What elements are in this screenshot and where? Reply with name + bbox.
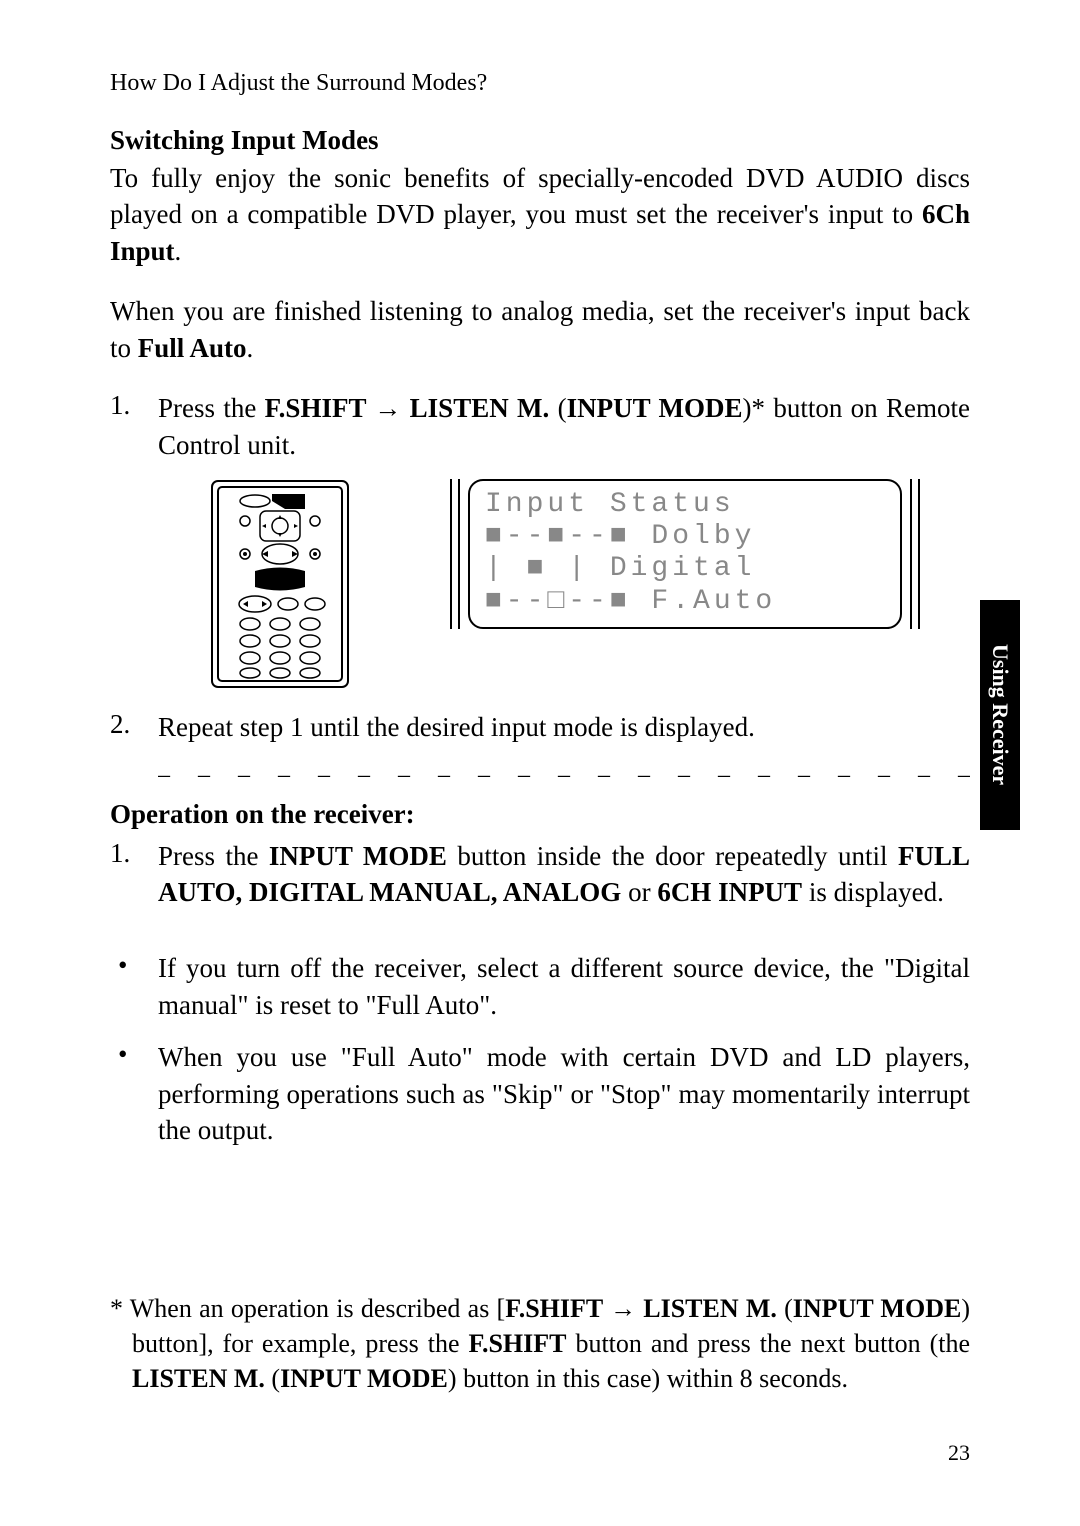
- para2: When you are finished listening to analo…: [110, 293, 970, 366]
- op-t3: or: [621, 877, 657, 907]
- fn-t2: (: [777, 1294, 793, 1323]
- operation-heading: Operation on the receiver:: [110, 799, 970, 830]
- operation-step-1: 1. Press the INPUT MODE button inside th…: [110, 838, 970, 911]
- fn-t5: (: [265, 1364, 280, 1393]
- bullet-1: • If you turn off the receiver, select a…: [110, 950, 970, 1023]
- fn-b4: F.SHIFT: [468, 1329, 566, 1358]
- step1-t1: Press the: [158, 393, 265, 423]
- footnote: * When an operation is described as [F.S…: [110, 1291, 970, 1396]
- op-t2: button inside the door repeatedly until: [447, 841, 898, 871]
- para2-bold: Full Auto: [138, 333, 247, 363]
- fn-star: *: [110, 1294, 123, 1323]
- step-2-content: Repeat step 1 until the desired input mo…: [158, 709, 970, 745]
- op-b1: INPUT MODE: [269, 841, 447, 871]
- intro-text-1: To fully enjoy the sonic benefits of spe…: [110, 163, 970, 229]
- step-1-num: 1.: [110, 390, 158, 463]
- display-line-3: | ■ | Digital: [485, 553, 885, 585]
- step1-b2: LISTEN M.: [401, 393, 557, 423]
- dashed-divider: – – – – – – – – – – – – – – – – – – – – …: [158, 762, 970, 789]
- step1-p1: (: [558, 393, 567, 423]
- fn-b6: INPUT MODE: [280, 1364, 448, 1393]
- step1-p2: ): [743, 393, 752, 423]
- fn-arrow: →: [610, 1294, 636, 1323]
- page-number: 23: [948, 1440, 970, 1466]
- op-b3: 6CH INPUT: [657, 877, 802, 907]
- fn-b2: LISTEN M.: [636, 1294, 777, 1323]
- fn-t4: button and press the next button (the: [567, 1329, 971, 1358]
- bullet-2-marker: •: [110, 1039, 158, 1148]
- para2-end: .: [247, 333, 254, 363]
- step1-arrow: →: [374, 393, 401, 423]
- header-text: How Do I Adjust the Surround Modes?: [110, 70, 970, 97]
- side-tab: Using Receiver: [980, 600, 1020, 830]
- step1-b3: INPUT MODE: [567, 393, 743, 423]
- display-line-4: ■--□--■ F.Auto: [485, 586, 885, 618]
- display-line-2: ■--■--■ Dolby: [485, 521, 885, 553]
- intro-end: .: [175, 236, 182, 266]
- op-step-1-num: 1.: [110, 838, 158, 911]
- display-line-1: Input Status: [485, 489, 885, 521]
- fn-b1: F.SHIFT: [505, 1294, 610, 1323]
- remote-control-icon: [210, 479, 350, 689]
- op-t4: is displayed.: [802, 877, 944, 907]
- bullet-1-content: If you turn off the receiver, select a d…: [158, 950, 970, 1023]
- bullet-2-content: When you use "Full Auto" mode with certa…: [158, 1039, 970, 1148]
- figure-row: Input Status ■--■--■ Dolby | ■ | Digital…: [210, 479, 970, 689]
- fn-t1: When an operation is described as [: [123, 1294, 505, 1323]
- bullet-1-marker: •: [110, 950, 158, 1023]
- step-2-num: 2.: [110, 709, 158, 745]
- intro-paragraph: To fully enjoy the sonic benefits of spe…: [110, 160, 970, 269]
- lcd-display: Input Status ■--■--■ Dolby | ■ | Digital…: [450, 479, 920, 629]
- step-1: 1. Press the F.SHIFT → LISTEN M. (INPUT …: [110, 390, 970, 463]
- section-heading: Switching Input Modes: [110, 125, 970, 156]
- fn-b5: LISTEN M.: [132, 1364, 265, 1393]
- step-1-content: Press the F.SHIFT → LISTEN M. (INPUT MOD…: [158, 390, 970, 463]
- op-t1: Press the: [158, 841, 269, 871]
- bullet-2: • When you use "Full Auto" mode with cer…: [110, 1039, 970, 1148]
- op-step-1-content: Press the INPUT MODE button inside the d…: [158, 838, 970, 911]
- step1-b1: F.SHIFT: [265, 393, 375, 423]
- fn-b3: INPUT MODE: [793, 1294, 962, 1323]
- step-2: 2. Repeat step 1 until the desired input…: [110, 709, 970, 745]
- fn-t6: ) button in this case) within 8 seconds.: [448, 1364, 848, 1393]
